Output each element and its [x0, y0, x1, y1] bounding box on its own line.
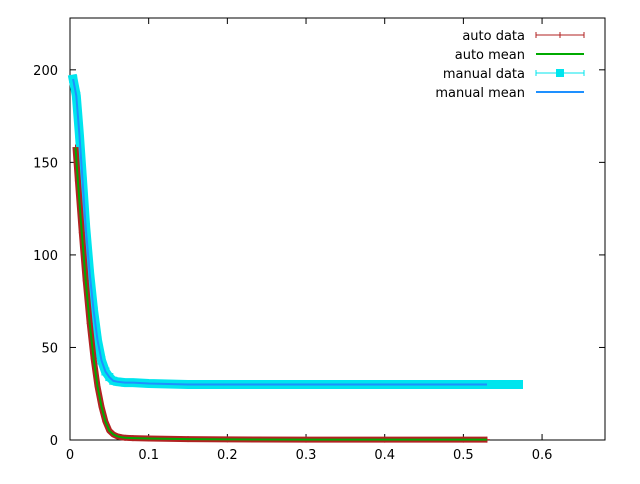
y-tick-label: 0	[50, 434, 58, 449]
y-tick-label: 200	[33, 64, 58, 79]
series-manual-data	[67, 73, 523, 389]
series-auto-mean	[74, 147, 487, 441]
legend-label: manual mean	[435, 86, 525, 101]
x-tick-label: 0.4	[374, 448, 395, 463]
x-tick-label: 0.3	[296, 448, 317, 463]
x-tick-label: 0.2	[217, 448, 238, 463]
data-point	[69, 75, 78, 84]
legend-label: auto data	[462, 29, 525, 44]
y-tick-label: 150	[33, 156, 58, 171]
x-tick-label: 0.5	[453, 448, 474, 463]
series-manual-mean	[72, 78, 487, 386]
legend-label: manual data	[443, 67, 525, 82]
legend-marker	[556, 69, 564, 77]
y-tick-label: 50	[41, 341, 58, 356]
data-point	[514, 380, 523, 389]
x-tick-label: 0.6	[532, 448, 553, 463]
x-tick-label: 0	[66, 448, 74, 463]
series-line	[74, 147, 487, 441]
series-layer	[67, 73, 523, 443]
data-band	[67, 73, 523, 389]
legend: auto data auto mean manual data manual mean	[435, 29, 585, 101]
x-tick-label: 0.1	[138, 448, 159, 463]
axis-ticks: 0 0.1 0.2 0.3 0.4 0.5 0.6 0 50 100 150 200	[33, 18, 605, 463]
series-line	[72, 78, 487, 386]
series-auto-data	[72, 144, 490, 443]
y-tick-label: 100	[33, 249, 58, 264]
legend-label: auto mean	[455, 48, 525, 63]
data-band	[72, 147, 487, 443]
